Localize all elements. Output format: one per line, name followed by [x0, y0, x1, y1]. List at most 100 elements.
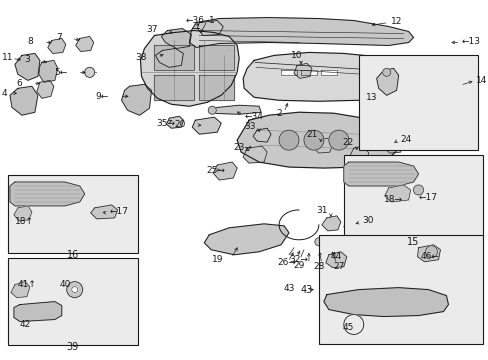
- Text: 5←: 5←: [54, 68, 68, 77]
- Circle shape: [84, 67, 95, 77]
- Polygon shape: [320, 70, 336, 75]
- Text: 45: 45: [342, 323, 353, 332]
- Text: 41↑: 41↑: [18, 280, 37, 289]
- Polygon shape: [122, 84, 151, 115]
- Text: 30: 30: [362, 216, 373, 225]
- Text: 4: 4: [2, 89, 8, 98]
- Text: 43: 43: [283, 284, 294, 293]
- Circle shape: [343, 315, 363, 334]
- Text: 22: 22: [342, 138, 353, 147]
- Circle shape: [382, 68, 390, 76]
- Polygon shape: [161, 28, 191, 49]
- Polygon shape: [155, 49, 183, 67]
- Text: 11: 11: [2, 53, 14, 62]
- Circle shape: [425, 246, 437, 258]
- Polygon shape: [192, 117, 221, 134]
- Polygon shape: [325, 252, 346, 268]
- Polygon shape: [166, 116, 183, 128]
- Text: ←17: ←17: [418, 193, 437, 202]
- Bar: [8, 258, 137, 346]
- Text: 37: 37: [145, 25, 157, 34]
- Polygon shape: [323, 288, 447, 316]
- Text: ←36: ←36: [185, 16, 204, 25]
- Circle shape: [328, 130, 348, 150]
- Text: ←17: ←17: [109, 207, 128, 216]
- Polygon shape: [237, 112, 398, 168]
- Polygon shape: [312, 138, 332, 153]
- Polygon shape: [154, 45, 194, 70]
- Polygon shape: [199, 45, 234, 70]
- Circle shape: [304, 130, 323, 150]
- Bar: [318, 235, 482, 345]
- Polygon shape: [197, 21, 223, 36]
- Text: 14: 14: [475, 76, 487, 85]
- Text: 39: 39: [66, 342, 79, 352]
- Text: 29: 29: [293, 261, 305, 270]
- Polygon shape: [90, 205, 117, 219]
- Text: 18↑: 18↑: [15, 217, 34, 226]
- Polygon shape: [37, 80, 54, 98]
- Polygon shape: [417, 245, 440, 262]
- Text: 3: 3: [24, 55, 30, 64]
- Polygon shape: [39, 60, 58, 82]
- Circle shape: [326, 244, 334, 252]
- Bar: [8, 175, 137, 253]
- Polygon shape: [76, 36, 94, 51]
- Text: 32→: 32→: [288, 255, 307, 264]
- Text: 42: 42: [20, 320, 31, 329]
- Polygon shape: [384, 185, 410, 202]
- Circle shape: [314, 238, 322, 246]
- Polygon shape: [209, 105, 261, 114]
- Text: 12: 12: [390, 17, 401, 26]
- Bar: [358, 55, 477, 150]
- Text: 7: 7: [56, 33, 61, 42]
- Polygon shape: [14, 302, 61, 321]
- Text: 10: 10: [291, 51, 302, 60]
- Circle shape: [362, 238, 370, 246]
- Polygon shape: [10, 182, 84, 206]
- Text: 21: 21: [306, 130, 317, 139]
- Text: 23→: 23→: [233, 143, 251, 152]
- Text: 6: 6: [16, 79, 22, 88]
- Polygon shape: [48, 39, 66, 53]
- Polygon shape: [348, 146, 368, 165]
- Text: 13: 13: [365, 93, 376, 102]
- Text: 27: 27: [333, 262, 345, 271]
- Polygon shape: [154, 75, 194, 100]
- Polygon shape: [204, 224, 288, 255]
- Text: 28: 28: [313, 262, 324, 271]
- Circle shape: [279, 130, 298, 150]
- Polygon shape: [300, 70, 316, 75]
- Bar: [343, 155, 482, 240]
- Polygon shape: [140, 31, 239, 106]
- Text: 15: 15: [407, 237, 419, 247]
- Text: ←34: ←34: [244, 112, 263, 121]
- Text: 33: 33: [244, 122, 256, 131]
- Circle shape: [67, 282, 82, 298]
- Polygon shape: [321, 216, 340, 231]
- Text: ←13: ←13: [461, 37, 479, 46]
- Text: 43: 43: [300, 285, 312, 294]
- Text: 1: 1: [209, 16, 215, 25]
- Text: 9←: 9←: [95, 92, 108, 101]
- Text: 46←: 46←: [420, 252, 439, 261]
- Circle shape: [351, 241, 359, 249]
- Text: 19: 19: [211, 255, 223, 264]
- Polygon shape: [14, 206, 32, 221]
- Polygon shape: [253, 128, 270, 142]
- Polygon shape: [281, 70, 296, 75]
- Text: 26→: 26→: [277, 258, 295, 267]
- Polygon shape: [293, 63, 311, 78]
- Circle shape: [72, 287, 78, 293]
- Polygon shape: [383, 136, 402, 153]
- Polygon shape: [189, 18, 413, 48]
- Polygon shape: [376, 68, 398, 95]
- Text: 44: 44: [330, 252, 342, 261]
- Polygon shape: [243, 53, 416, 101]
- Polygon shape: [199, 75, 234, 100]
- Circle shape: [208, 106, 216, 114]
- Text: 20: 20: [174, 120, 185, 129]
- Text: 8: 8: [27, 37, 33, 46]
- Text: 38: 38: [135, 53, 146, 62]
- Text: 24: 24: [400, 135, 411, 144]
